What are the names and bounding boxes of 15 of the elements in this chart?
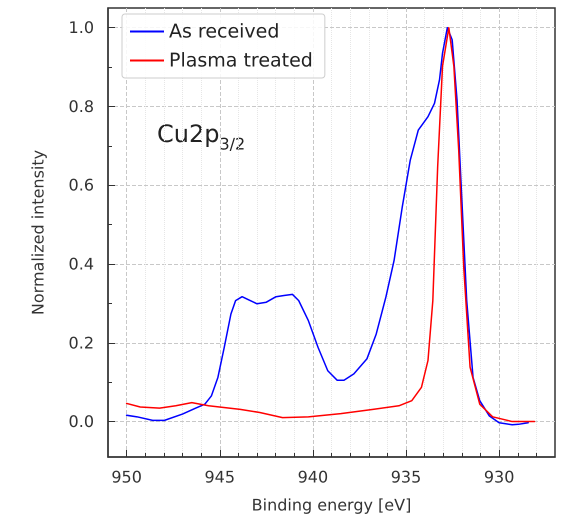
- y-tick-label: 0.6: [68, 176, 94, 195]
- y-tick-label: 0.4: [68, 254, 94, 274]
- y-tick-label: 0.0: [68, 412, 94, 432]
- legend-label: As received: [169, 20, 280, 42]
- x-tick-label: 950: [111, 468, 142, 486]
- x-tick-label: 940: [298, 468, 328, 486]
- legend-label: Plasma treated: [169, 50, 313, 72]
- x-tick-label: 945: [204, 468, 236, 486]
- x-axis-title: Binding energy [eV]: [252, 496, 412, 514]
- y-tick-label: 0.2: [68, 333, 94, 352]
- x-tick-label: 935: [390, 468, 422, 486]
- x-tick-label: 930: [484, 468, 514, 486]
- y-tick-label: 1.0: [68, 18, 94, 38]
- y-tick-label: 0.8: [68, 96, 94, 116]
- y-axis-title: Normalized intensity: [28, 150, 48, 316]
